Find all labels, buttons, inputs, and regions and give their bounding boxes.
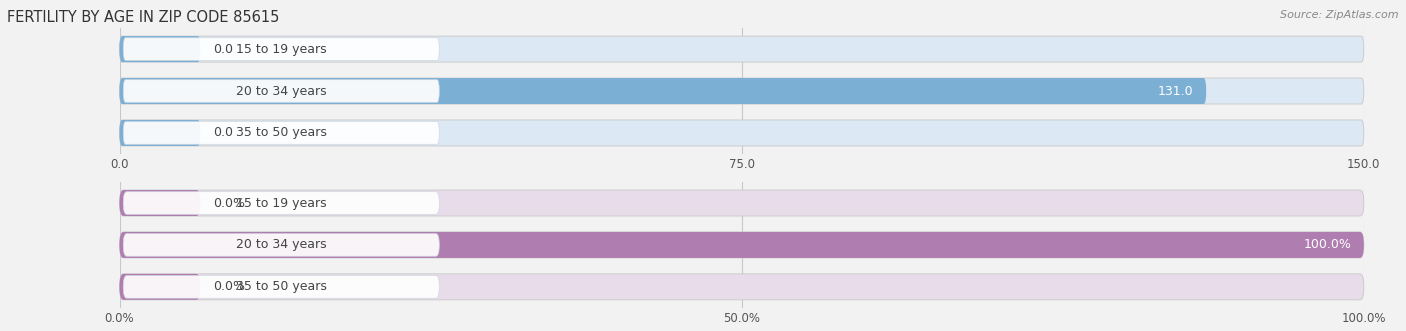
Text: 20 to 34 years: 20 to 34 years [236, 84, 326, 98]
FancyBboxPatch shape [124, 234, 439, 256]
Text: 20 to 34 years: 20 to 34 years [236, 238, 326, 252]
Text: 0.0%: 0.0% [212, 280, 245, 293]
FancyBboxPatch shape [124, 275, 439, 298]
FancyBboxPatch shape [120, 78, 1206, 104]
FancyBboxPatch shape [120, 274, 1364, 300]
Text: 0.0: 0.0 [212, 43, 233, 56]
Text: 35 to 50 years: 35 to 50 years [236, 126, 326, 139]
Text: 0.0%: 0.0% [212, 197, 245, 210]
FancyBboxPatch shape [120, 232, 1364, 258]
FancyBboxPatch shape [120, 274, 201, 300]
FancyBboxPatch shape [120, 120, 201, 146]
FancyBboxPatch shape [124, 80, 439, 102]
FancyBboxPatch shape [120, 36, 1364, 62]
Text: 0.0: 0.0 [212, 126, 233, 139]
Text: FERTILITY BY AGE IN ZIP CODE 85615: FERTILITY BY AGE IN ZIP CODE 85615 [7, 10, 280, 25]
FancyBboxPatch shape [124, 38, 439, 61]
FancyBboxPatch shape [124, 121, 439, 144]
FancyBboxPatch shape [120, 120, 1364, 146]
Text: 35 to 50 years: 35 to 50 years [236, 280, 326, 293]
FancyBboxPatch shape [120, 36, 201, 62]
Text: 15 to 19 years: 15 to 19 years [236, 197, 326, 210]
Text: Source: ZipAtlas.com: Source: ZipAtlas.com [1281, 10, 1399, 20]
FancyBboxPatch shape [120, 190, 201, 216]
FancyBboxPatch shape [120, 190, 1364, 216]
Text: 131.0: 131.0 [1159, 84, 1194, 98]
FancyBboxPatch shape [120, 78, 1364, 104]
FancyBboxPatch shape [124, 192, 439, 214]
Text: 15 to 19 years: 15 to 19 years [236, 43, 326, 56]
FancyBboxPatch shape [120, 232, 1364, 258]
Text: 100.0%: 100.0% [1303, 238, 1351, 252]
